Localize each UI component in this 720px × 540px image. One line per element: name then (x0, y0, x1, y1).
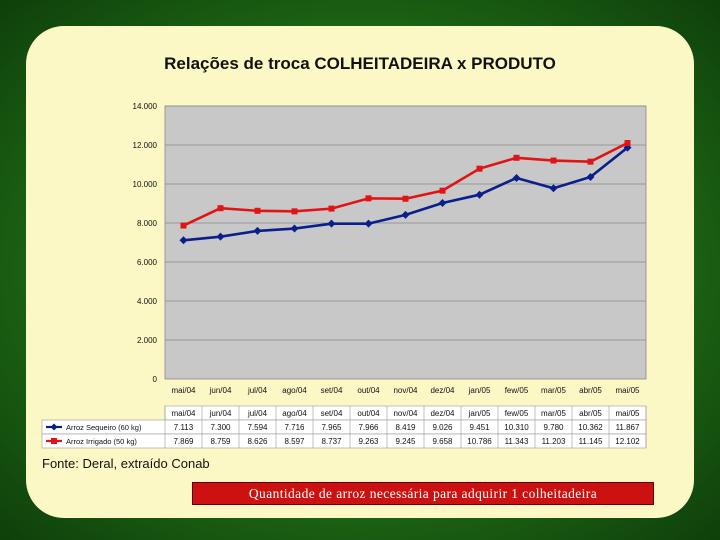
data-point (586, 172, 595, 181)
data-point (216, 232, 225, 241)
table-header-cell: dez/04 (430, 409, 455, 418)
table-value-cell: 10.310 (504, 423, 529, 432)
data-point (438, 198, 447, 207)
table-header-cell: mar/05 (541, 409, 566, 418)
x-tick-label: mar/05 (541, 386, 566, 395)
table-header-cell: abr/05 (579, 409, 602, 418)
data-point (253, 226, 262, 235)
x-tick-label: abr/05 (579, 386, 602, 395)
table-value-cell: 11.343 (505, 437, 529, 446)
legend-key-marker (50, 423, 58, 431)
source-note: Fonte: Deral, extraído Conab (42, 456, 210, 471)
table-value-cell: 9.026 (432, 423, 453, 432)
table-value-cell: 11.145 (579, 437, 603, 446)
data-point (402, 195, 409, 202)
data-point (364, 219, 373, 228)
table-value-cell: 7.300 (210, 423, 231, 432)
x-tick-label: out/04 (357, 386, 380, 395)
table-value-cell: 8.759 (210, 437, 231, 446)
data-point (401, 210, 410, 219)
table-header-cell: mai/05 (615, 409, 640, 418)
data-point (290, 224, 299, 233)
data-point (549, 184, 558, 193)
legend-entry: Arroz Sequeiro (60 kg) (66, 423, 142, 432)
data-point (328, 205, 335, 212)
legend-entry: Arroz Irrigado (50 kg) (66, 437, 137, 446)
table-header-cell: ago/04 (282, 409, 307, 418)
data-point (476, 165, 483, 172)
x-tick-label: mai/04 (171, 386, 196, 395)
table-value-cell: 12.102 (615, 437, 640, 446)
table-value-cell: 7.869 (173, 437, 194, 446)
table-value-cell: 7.594 (247, 423, 268, 432)
data-point (439, 187, 446, 194)
table-value-cell: 8.419 (395, 423, 416, 432)
y-tick-label: 10.000 (133, 180, 158, 189)
table-value-cell: 8.626 (247, 437, 268, 446)
x-tick-label: dez/04 (430, 386, 455, 395)
y-tick-label: 2.000 (137, 336, 158, 345)
x-tick-label: nov/04 (393, 386, 418, 395)
plot-area (164, 105, 647, 380)
legend-key-marker (51, 438, 57, 444)
table-header-cell: mai/04 (171, 409, 196, 418)
table-value-cell: 7.716 (284, 423, 305, 432)
table-value-cell: 11.203 (542, 437, 566, 446)
data-point (254, 207, 261, 214)
table-header-cell: set/04 (321, 409, 343, 418)
table-value-cell: 7.965 (321, 423, 342, 432)
data-point (291, 208, 298, 215)
y-tick-label: 0 (153, 375, 158, 384)
table-header-cell: out/04 (357, 409, 380, 418)
y-tick-label: 4.000 (137, 297, 158, 306)
chart-title: Relações de troca COLHEITADEIRA x PRODUT… (164, 54, 556, 73)
table-value-cell: 9.263 (358, 437, 379, 446)
table-value-cell: 7.966 (358, 423, 379, 432)
table-value-cell: 11.867 (616, 423, 640, 432)
data-point (327, 219, 336, 228)
data-point (513, 154, 520, 161)
data-point (475, 190, 484, 199)
x-tick-label: jun/04 (209, 386, 232, 395)
y-tick-label: 14.000 (133, 102, 158, 111)
table-value-cell: 7.113 (174, 423, 194, 432)
table-header-cell: nov/04 (393, 409, 418, 418)
table-value-cell: 10.786 (467, 437, 492, 446)
x-tick-label: mai/05 (615, 386, 640, 395)
x-tick-label: ago/04 (282, 386, 307, 395)
y-tick-label: 12.000 (133, 141, 158, 150)
table-value-cell: 9.780 (543, 423, 564, 432)
data-point (624, 140, 631, 147)
y-tick-label: 6.000 (137, 258, 158, 267)
data-point (587, 158, 594, 165)
table-value-cell: 10.362 (578, 423, 603, 432)
x-tick-label: set/04 (321, 386, 343, 395)
table-value-cell: 9.245 (395, 437, 416, 446)
table-header-cell: jul/04 (247, 409, 268, 418)
x-tick-label: few/05 (505, 386, 529, 395)
data-point (217, 205, 224, 212)
x-tick-label: jan/05 (468, 386, 491, 395)
table-value-cell: 9.451 (469, 423, 490, 432)
table-header-cell: jun/04 (209, 409, 232, 418)
x-tick-label: jul/04 (247, 386, 268, 395)
table-header-cell: few/05 (505, 409, 529, 418)
table-value-cell: 9.658 (432, 437, 453, 446)
table-value-cell: 8.597 (284, 437, 305, 446)
caption-banner: Quantidade de arroz necessária para adqu… (192, 482, 654, 505)
table-header-cell: jan/05 (468, 409, 491, 418)
data-point (550, 157, 557, 164)
data-point (512, 173, 521, 182)
data-point (180, 222, 187, 229)
table-value-cell: 8.737 (321, 437, 342, 446)
y-tick-label: 8.000 (137, 219, 158, 228)
data-point (179, 236, 188, 245)
data-point (365, 195, 372, 202)
